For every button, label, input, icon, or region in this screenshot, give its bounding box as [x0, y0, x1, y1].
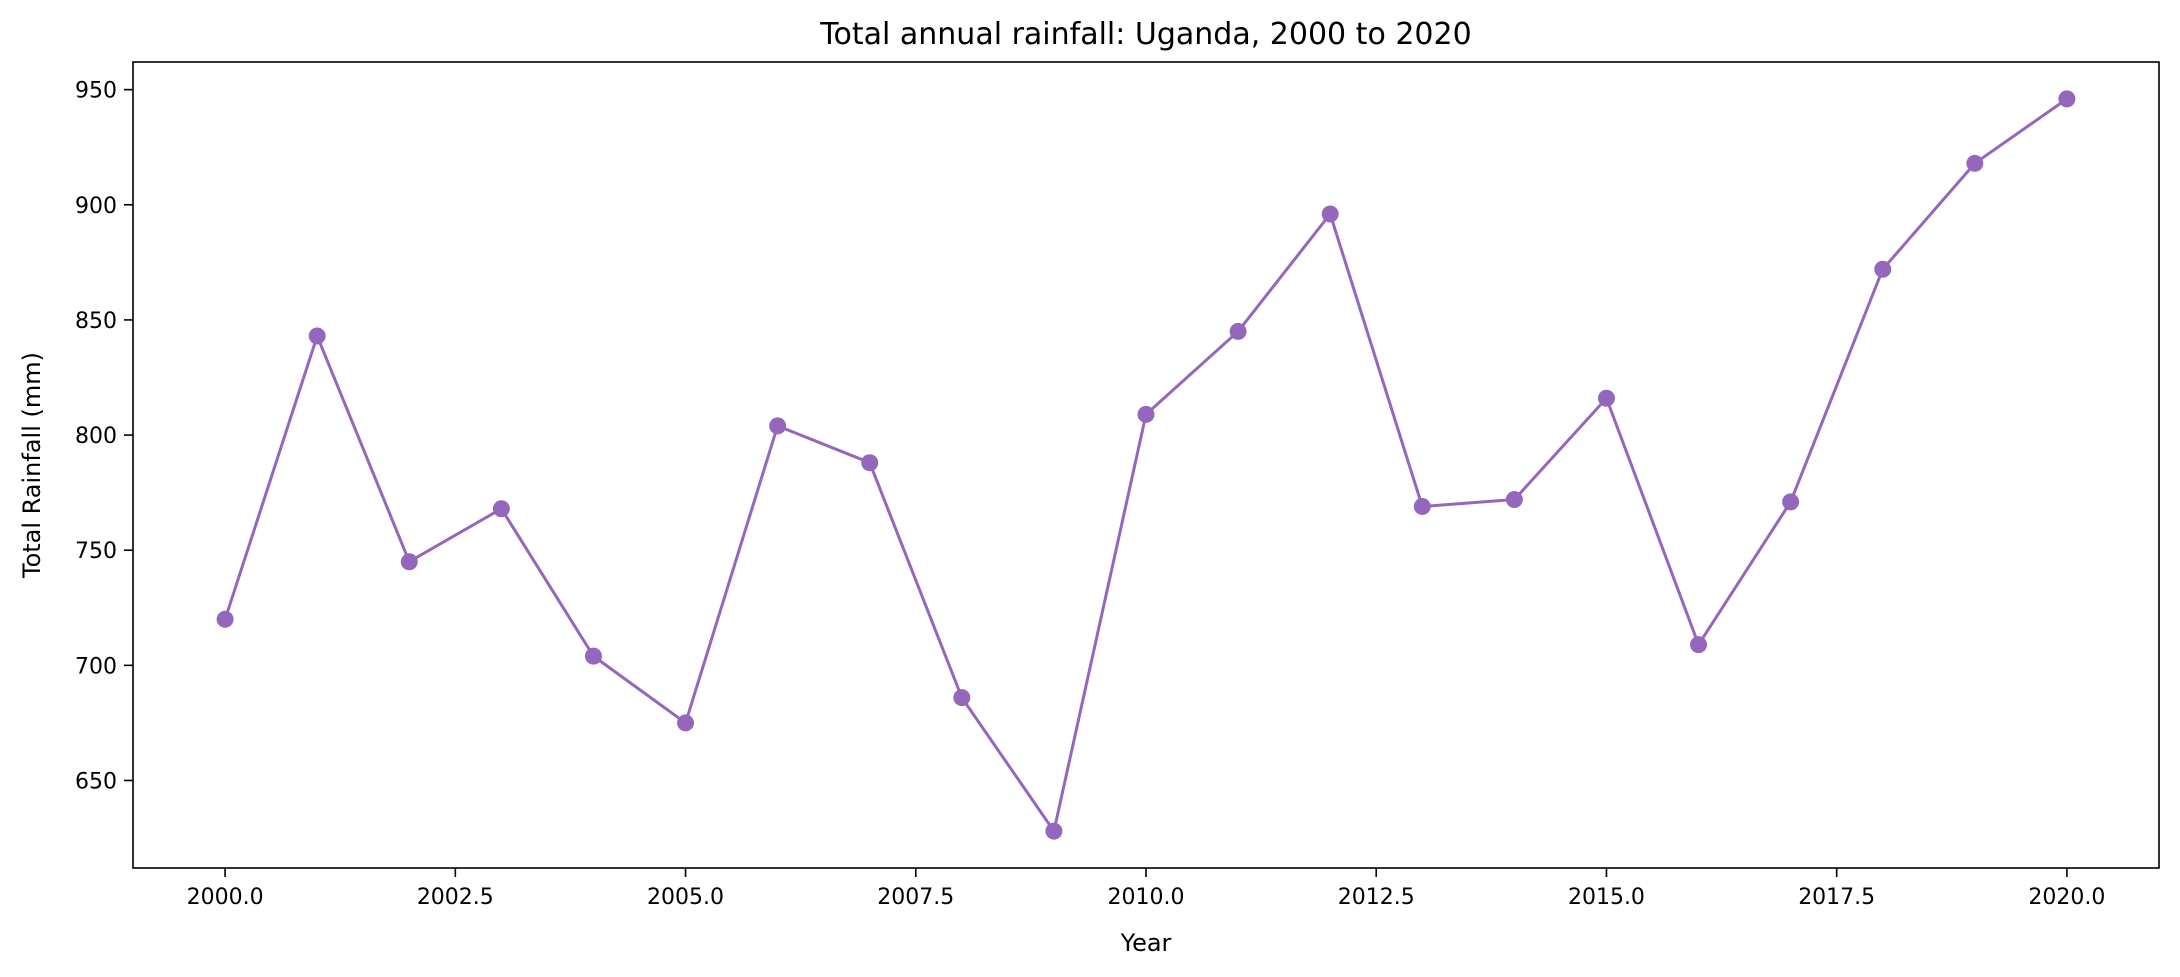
data-point — [492, 500, 510, 518]
data-point — [1229, 322, 1247, 340]
x-tick-label: 2012.5 — [1338, 885, 1415, 910]
data-point — [1137, 405, 1155, 423]
data-point — [677, 714, 695, 732]
chart-title: Total annual rainfall: Uganda, 2000 to 2… — [819, 17, 1471, 52]
data-point — [584, 647, 602, 665]
x-axis-label: Year — [1120, 929, 1172, 957]
data-point — [861, 454, 879, 472]
data-point — [1690, 636, 1708, 654]
x-tick-label: 2005.0 — [647, 885, 724, 910]
x-tick-label: 2002.5 — [417, 885, 494, 910]
data-point — [1597, 389, 1615, 407]
y-tick-label: 700 — [75, 654, 117, 679]
data-point — [1321, 205, 1339, 223]
y-axis-label: Total Rainfall (mm) — [18, 352, 46, 579]
plot-area — [216, 90, 2076, 840]
data-point — [1045, 822, 1063, 840]
data-point — [216, 610, 234, 628]
x-tick-label: 2015.0 — [1568, 885, 1645, 910]
data-point — [2058, 90, 2076, 108]
x-tick-label: 2010.0 — [1108, 885, 1185, 910]
data-point — [1874, 260, 1892, 278]
data-point — [400, 553, 418, 571]
y-tick-label: 800 — [75, 424, 117, 449]
data-point — [1782, 493, 1800, 511]
y-tick-label: 650 — [75, 769, 117, 794]
y-tick-label: 900 — [75, 194, 117, 219]
data-point — [1505, 491, 1523, 509]
data-point — [308, 327, 326, 345]
data-point — [953, 689, 971, 707]
y-tick-label: 750 — [75, 539, 117, 564]
data-point — [1966, 154, 1984, 172]
y-tick-label: 850 — [75, 309, 117, 334]
x-tick-label: 2007.5 — [877, 885, 954, 910]
x-tick-label: 2000.0 — [187, 885, 264, 910]
x-tick-label: 2017.5 — [1798, 885, 1875, 910]
x-tick-label: 2020.0 — [2028, 885, 2105, 910]
y-tick-label: 950 — [75, 79, 117, 104]
data-point — [1413, 497, 1431, 515]
data-point — [769, 417, 787, 435]
